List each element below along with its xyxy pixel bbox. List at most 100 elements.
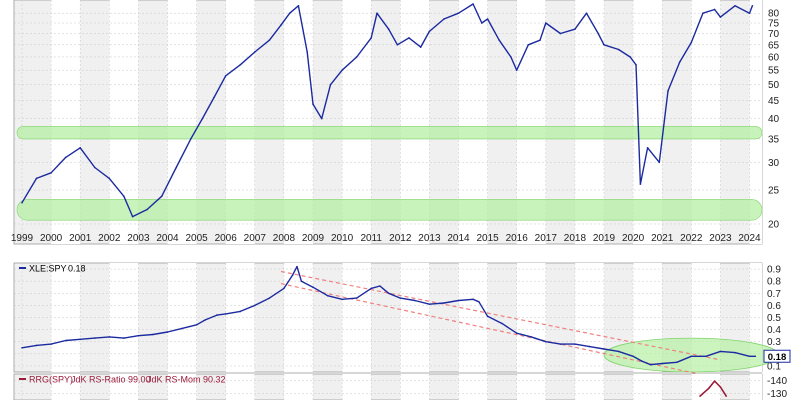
price-series-line-point [280, 24, 282, 26]
rrg-year-stripe [516, 374, 546, 400]
price-year-stripe [749, 0, 762, 244]
rrg-series-line-point [713, 380, 716, 382]
rrg-legend: RRG(SPY) JdK RS-Ratio 99.00 JdK RS-Mom 9… [19, 375, 226, 385]
ratio-series-line-point [312, 286, 314, 289]
rrg-year-stripe [342, 374, 372, 400]
rrg-year-stripe [51, 374, 81, 400]
ratio-series-line-point [224, 313, 227, 315]
price-series-line-point [646, 147, 649, 149]
x-tick-label: 2014 [447, 233, 470, 244]
rrg-panel: -130 -140 [13, 373, 787, 401]
ratio-legend-symbol: XLE:SPY [29, 264, 67, 274]
ratio-series-line-point [486, 315, 489, 318]
rrg-y-tick-label: -130 [767, 389, 787, 400]
last-value-box [763, 349, 791, 363]
ratio-series-line-point [283, 287, 285, 290]
price-series-line-point [213, 96, 215, 99]
ratio-series-line-point [501, 322, 503, 325]
ratio-series-line-point [152, 333, 154, 336]
x-tick-label: 2001 [69, 233, 92, 244]
ratio-series-line-point [50, 343, 52, 345]
rrg-year-stripe [574, 374, 604, 400]
price-series-line-point [734, 4, 736, 7]
price-series-line-point [457, 12, 460, 15]
price-series-line-point [486, 18, 489, 20]
price-series-line-point [658, 161, 661, 164]
ratio-series-line [21, 265, 756, 366]
ratio-series-line-point [326, 294, 329, 297]
ratio-y-tick-label: 0.9 [767, 265, 781, 276]
x-tick-label: 2019 [593, 233, 616, 244]
price-series-line-point [21, 201, 23, 204]
ratio-series-line-point [254, 304, 256, 307]
price-y-tick-label: 45 [768, 96, 780, 107]
ratio-series-line-point [137, 334, 140, 337]
price-series-line-point [480, 22, 483, 24]
ratio-y-tick-label: 0.7 [767, 289, 781, 300]
price-series-line-point [545, 22, 547, 24]
ratio-series-line-point [21, 346, 23, 349]
ratio-series-line-point [195, 323, 198, 326]
ratio-series-line-point [35, 344, 38, 347]
ratio-series-line-point [649, 363, 652, 366]
ratio-series-line-point [661, 362, 663, 365]
price-series-line-point [329, 83, 332, 86]
price-series-line-point [428, 30, 431, 33]
price-series-line-point [751, 4, 754, 7]
price-series-line-point [355, 56, 358, 58]
last-value-label: 0.18 [768, 352, 787, 363]
ratio-y-tick-label: 0.3 [767, 337, 781, 348]
ratio-series-line-point [705, 355, 707, 358]
price-series-line-point [667, 90, 669, 92]
price-series-line-point [635, 63, 637, 66]
price-y-tick-label: 40 [768, 114, 780, 125]
price-series-line-point [268, 39, 271, 41]
price-series-line-point [123, 195, 125, 198]
ratio-series-line-point [204, 319, 207, 321]
price-series-line-point [189, 138, 192, 140]
price-y-tick-label: 70 [768, 29, 780, 40]
price-series-line-point [639, 183, 642, 185]
price-series-line-point [64, 156, 67, 159]
x-tick-label: 2006 [215, 233, 238, 244]
price-series-line-point [527, 43, 530, 46]
price-y-tick-label: 25 [768, 186, 780, 197]
price-series-line-point [288, 12, 291, 15]
ratio-panel: 0.10.20.30.40.50.60.70.80.90.18 [13, 262, 791, 377]
x-tick-label: 2018 [564, 233, 587, 244]
ratio-series-line-point [478, 300, 480, 303]
rrg-year-stripe [749, 374, 762, 400]
price-series-line-point [702, 12, 704, 15]
x-tick-label: 2005 [185, 233, 208, 244]
ratio-series-line-point [559, 343, 562, 345]
ratio-legend: XLE:SPY 0.18 [19, 264, 86, 274]
price-y-tick-label: 55 [768, 66, 780, 77]
x-tick-label: 2000 [40, 233, 63, 244]
price-y-tick-label: 65 [768, 40, 780, 51]
x-tick-label: 2022 [680, 233, 703, 244]
price-series-line-point [297, 4, 300, 7]
rrg-year-stripe [633, 374, 663, 400]
price-series-line-point [559, 32, 562, 35]
price-series-line-point [539, 39, 541, 41]
price-series-line-point [312, 103, 314, 105]
ratio-series-line-point [370, 287, 373, 290]
ratio-series-line-point [748, 355, 751, 358]
rrg-year-stripe [109, 374, 139, 400]
price-series-line-point [678, 61, 681, 63]
price-series-line-point [510, 56, 512, 58]
price-series-line-point [50, 172, 52, 174]
price-series-line-point [146, 208, 148, 211]
ratio-series-line-point [675, 361, 678, 364]
ratio-series-line-point [545, 340, 547, 343]
price-series-line-point [79, 147, 81, 149]
ratio-y-tick-label: 0.6 [767, 301, 781, 312]
ratio-series-line-point [296, 265, 298, 268]
price-series-line-point [419, 46, 422, 48]
price-y-tick-label: 35 [768, 134, 780, 145]
price-series-line-point [443, 18, 445, 20]
ratio-series-line-point [291, 274, 294, 276]
price-series-line-point [93, 166, 96, 169]
price-series-line-point [585, 12, 588, 15]
